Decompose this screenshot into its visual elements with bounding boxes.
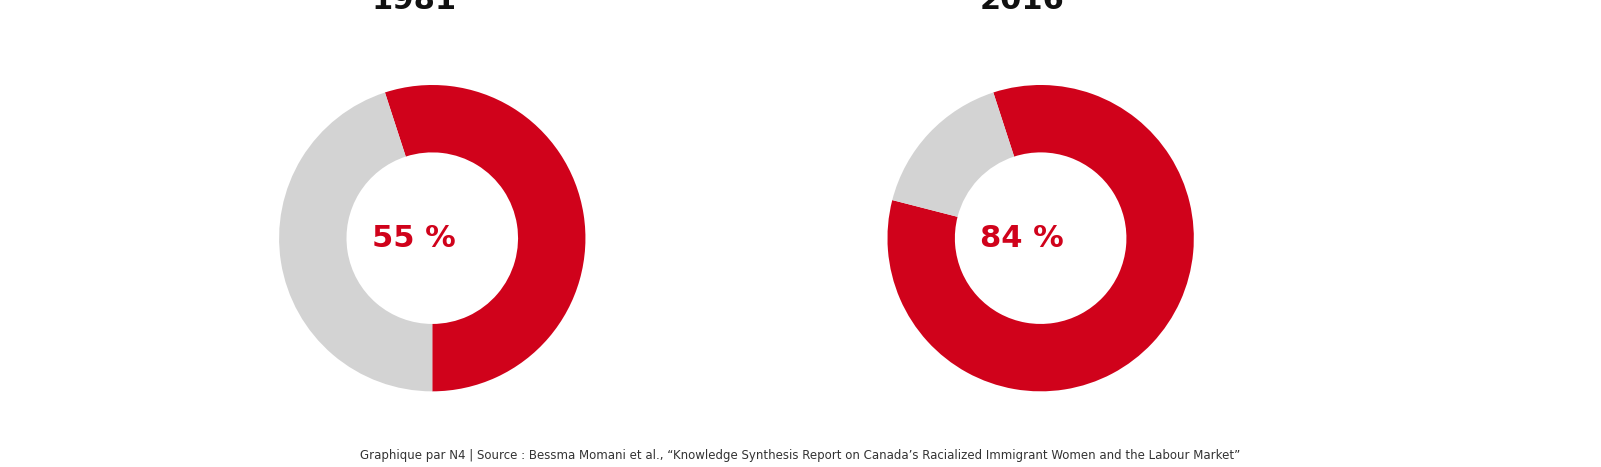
Wedge shape bbox=[384, 85, 586, 391]
Text: 2016: 2016 bbox=[980, 0, 1065, 15]
Text: Graphique par N4 | Source : Bessma Momani et al., “Knowledge Synthesis Report on: Graphique par N4 | Source : Bessma Moman… bbox=[360, 449, 1241, 462]
Text: 84 %: 84 % bbox=[980, 224, 1065, 253]
Text: 55 %: 55 % bbox=[371, 224, 456, 253]
Text: 1981: 1981 bbox=[371, 0, 456, 15]
Wedge shape bbox=[279, 92, 432, 391]
Wedge shape bbox=[892, 92, 1013, 217]
Wedge shape bbox=[887, 85, 1194, 391]
